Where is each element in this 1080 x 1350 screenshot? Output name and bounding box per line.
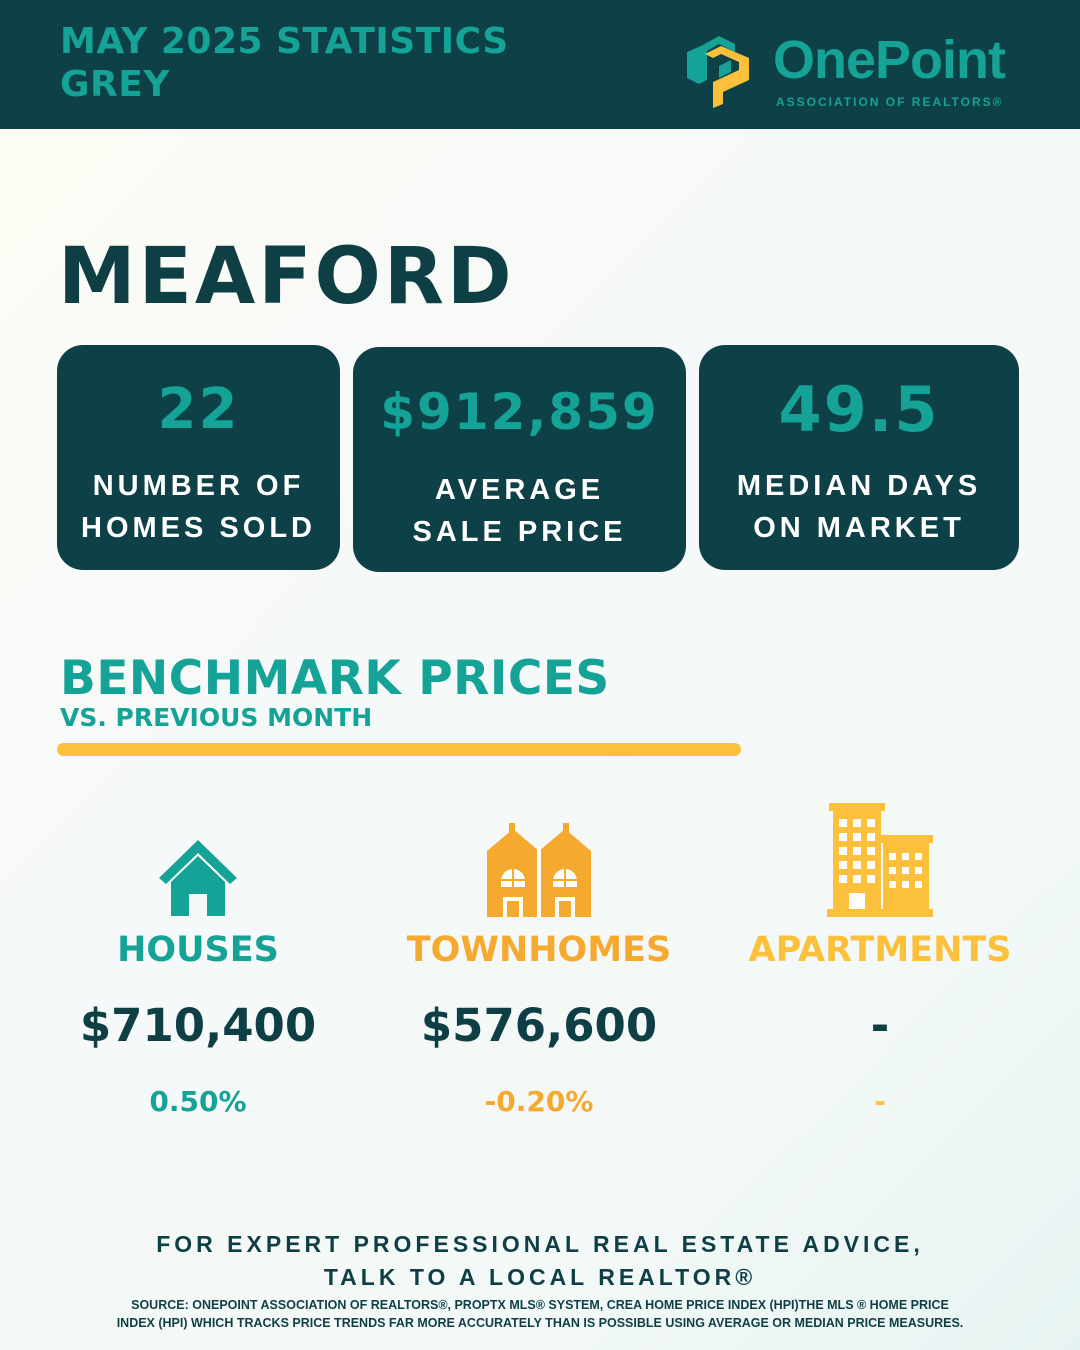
stat-value: 22: [157, 377, 240, 442]
apartments-icon: [827, 803, 933, 917]
stat-label-line2: ON MARKET: [753, 512, 965, 544]
footer-source-line1: SOURCE: ONEPOINT ASSOCIATION OF REALTORS…: [131, 1298, 949, 1312]
stat-card-homes-sold: 22 NUMBER OF HOMES SOLD: [57, 345, 340, 570]
stat-label: NUMBER OF HOMES SOLD: [57, 465, 340, 549]
onepoint-logo-icon: [687, 36, 749, 108]
footer-cta: FOR EXPERT PROFESSIONAL REAL ESTATE ADVI…: [0, 1228, 1080, 1294]
benchmark-underline: [57, 743, 741, 756]
stat-label-line1: AVERAGE: [434, 474, 605, 506]
property-change: -: [874, 1085, 886, 1118]
header-banner: MAY 2025 STATISTICS GREY OnePoint ASSOCI…: [0, 0, 1080, 129]
stat-value: 49.5: [778, 373, 940, 446]
logo-subtitle: ASSOCIATION OF REALTORS®: [776, 95, 1004, 109]
footer-source: SOURCE: ONEPOINT ASSOCIATION OF REALTORS…: [0, 1296, 1080, 1332]
city-title: MEAFORD: [58, 232, 515, 322]
stat-label: MEDIAN DAYS ON MARKET: [699, 465, 1019, 549]
property-change: 0.50%: [149, 1085, 247, 1118]
logo-wordmark: OnePoint: [773, 30, 1006, 90]
property-name: HOUSES: [117, 930, 279, 970]
property-price: -: [870, 999, 890, 1052]
property-apartments: APARTMENTS - -: [710, 0, 1050, 1350]
property-name: TOWNHOMES: [406, 930, 672, 970]
footer-cta-line1: FOR EXPERT PROFESSIONAL REAL ESTATE ADVI…: [156, 1231, 924, 1257]
property-townhomes: TOWNHOMES $576,600 -0.20%: [369, 0, 709, 1350]
benchmark-subtitle: VS. PREVIOUS MONTH: [60, 703, 373, 732]
house-icon: [159, 840, 237, 916]
property-price: $710,400: [79, 999, 317, 1052]
stat-card-days-on-market: 49.5 MEDIAN DAYS ON MARKET: [699, 345, 1019, 570]
stat-label-line2: SALE PRICE: [412, 516, 627, 548]
property-change: -0.20%: [484, 1085, 594, 1118]
benchmark-title: BENCHMARK PRICES: [60, 651, 610, 706]
stat-label-line1: NUMBER OF: [92, 470, 305, 502]
townhomes-icon: [487, 823, 591, 917]
onepoint-logo: OnePoint ASSOCIATION OF REALTORS®: [683, 30, 1013, 110]
footer-source-line2: INDEX (HPI) WHICH TRACKS PRICE TRENDS FA…: [116, 1316, 964, 1330]
header-title: MAY 2025 STATISTICS GREY: [60, 20, 509, 106]
property-price: $576,600: [420, 999, 658, 1052]
stat-label: AVERAGE SALE PRICE: [353, 469, 686, 553]
property-houses: HOUSES $710,400 0.50%: [28, 0, 368, 1350]
stat-value: $912,859: [380, 383, 659, 441]
property-name: APARTMENTS: [748, 930, 1012, 970]
stat-card-average-price: $912,859 AVERAGE SALE PRICE: [353, 347, 686, 572]
stat-label-line2: HOMES SOLD: [81, 512, 316, 544]
header-title-line2: GREY: [60, 64, 170, 105]
header-title-line1: MAY 2025 STATISTICS: [60, 21, 509, 62]
stat-label-line1: MEDIAN DAYS: [736, 470, 982, 502]
footer-cta-line2: TALK TO A LOCAL REALTOR®: [323, 1264, 757, 1290]
